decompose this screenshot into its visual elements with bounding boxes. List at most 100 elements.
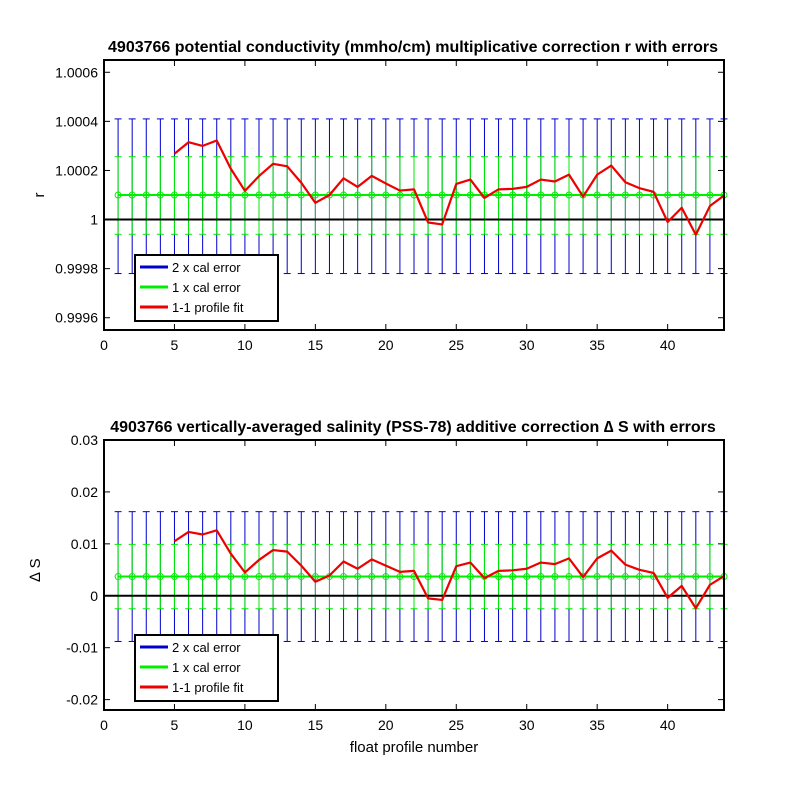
series-1x-marker xyxy=(424,191,432,199)
y-tick-label: 1 xyxy=(90,212,98,228)
series-1x-marker xyxy=(551,191,559,199)
series-1x-marker xyxy=(424,573,432,581)
series-1x-marker xyxy=(635,573,643,581)
series-1x-marker xyxy=(227,573,235,581)
series-1x-marker xyxy=(325,191,333,199)
legend-entry: 2 x cal error xyxy=(172,260,241,275)
plot-area: 0 5 10 15 20 25 30 35 40 -0.02 -0.01 0 0.01 0.02 0.03 2… xyxy=(66,432,728,733)
series-1x-marker xyxy=(199,573,207,581)
series-1x-marker xyxy=(227,191,235,199)
x-tick-label: 10 xyxy=(237,717,253,733)
y-tick-label: -0.02 xyxy=(66,692,98,708)
y-tick-label: 1.0006 xyxy=(55,64,98,80)
legend-entry: 1 x cal error xyxy=(172,280,241,295)
series-1x-marker xyxy=(185,573,193,581)
series-1x-marker xyxy=(621,191,629,199)
series-1x-marker xyxy=(523,573,531,581)
series-1x-marker xyxy=(185,191,193,199)
series-1x-marker xyxy=(156,573,164,581)
series-1x-marker xyxy=(269,191,277,199)
salinity-correction-chart: 4903766 vertically-averaged salinity (PS… xyxy=(27,419,728,756)
x-tick-label: 20 xyxy=(378,717,394,733)
y-tick-label: 1.0002 xyxy=(55,162,98,178)
x-tick-label: 25 xyxy=(448,337,464,353)
x-tick-label: 15 xyxy=(308,337,324,353)
series-1x-marker xyxy=(114,191,122,199)
y-tick-label: 0.9998 xyxy=(55,261,98,277)
series-1x-marker xyxy=(128,573,136,581)
series-1x-marker xyxy=(466,573,474,581)
series-1x-marker xyxy=(241,573,249,581)
series-1x-marker xyxy=(678,191,686,199)
series-1x-marker xyxy=(509,191,517,199)
y-tick-label: 0 xyxy=(90,588,98,604)
plot-area: 0 5 10 15 20 25 30 35 40 0.9996 0.9998 1 1.0002 1.000… xyxy=(55,59,728,353)
y-axis-label: r xyxy=(31,193,48,198)
series-1x-marker xyxy=(706,573,714,581)
series-1x-marker xyxy=(213,573,221,581)
series-1x-marker xyxy=(311,191,319,199)
series-1x-marker xyxy=(452,573,460,581)
axes-box xyxy=(103,439,725,711)
y-tick-label: 1.0004 xyxy=(55,113,98,129)
x-tick-label: 15 xyxy=(308,717,324,733)
series-1x-marker xyxy=(283,573,291,581)
series-1x-marker xyxy=(297,191,305,199)
series-1x-marker xyxy=(269,573,277,581)
series-1x-marker xyxy=(368,191,376,199)
series-1x-marker xyxy=(678,573,686,581)
series-1x-marker xyxy=(593,191,601,199)
series-1x-marker xyxy=(382,191,390,199)
series-1x-marker xyxy=(635,191,643,199)
series-1x-marker xyxy=(706,191,714,199)
series-1x-marker xyxy=(438,191,446,199)
series-1x-marker xyxy=(340,573,348,581)
series-1x-marker xyxy=(579,191,587,199)
series-1x-marker xyxy=(607,573,615,581)
series-1x-marker xyxy=(142,191,150,199)
series-1x-marker xyxy=(368,573,376,581)
x-tick-label: 0 xyxy=(100,717,108,733)
x-tick-label: 10 xyxy=(237,337,253,353)
series-1x-marker xyxy=(692,573,700,581)
series-1x-marker xyxy=(283,191,291,199)
series-1x-marker xyxy=(114,573,122,581)
series-1x-marker xyxy=(354,191,362,199)
x-tick-label: 5 xyxy=(171,337,179,353)
series-1x-marker xyxy=(692,191,700,199)
series-1x-marker xyxy=(170,191,178,199)
legend-entry: 1 x cal error xyxy=(172,660,241,675)
y-tick-label: -0.01 xyxy=(66,640,98,656)
series-1x-marker xyxy=(297,573,305,581)
chart-title: 4903766 potential conductivity (mmho/cm)… xyxy=(108,39,718,56)
series-1x-marker xyxy=(255,191,263,199)
series-1x-marker xyxy=(495,191,503,199)
x-tick-label: 20 xyxy=(378,337,394,353)
series-1x-marker xyxy=(396,191,404,199)
series-1x-marker xyxy=(142,573,150,581)
series-1x-marker xyxy=(495,573,503,581)
series-1x-marker xyxy=(241,191,249,199)
series-1x-marker xyxy=(340,191,348,199)
series-1x-marker xyxy=(621,573,629,581)
x-tick-label: 5 xyxy=(171,717,179,733)
x-tick-label: 35 xyxy=(589,337,605,353)
x-tick-label: 25 xyxy=(448,717,464,733)
series-1x-marker xyxy=(664,191,672,199)
series-1x-marker xyxy=(396,573,404,581)
series-1x-marker xyxy=(128,191,136,199)
axes-box xyxy=(103,59,725,331)
x-tick-label: 40 xyxy=(660,337,676,353)
series-1x-marker xyxy=(170,573,178,581)
series-1x-marker xyxy=(156,191,164,199)
legend: 2 x cal error 1 x cal error 1-1 profile fi… xyxy=(134,254,279,322)
series-1x-marker xyxy=(213,191,221,199)
series-1x-marker xyxy=(354,573,362,581)
y-tick-label: 0.9996 xyxy=(55,310,98,326)
series-1x-marker xyxy=(593,573,601,581)
legend: 2 x cal error 1 x cal error 1-1 profile fi… xyxy=(134,634,279,702)
conductivity-correction-chart: 4903766 potential conductivity (mmho/cm)… xyxy=(31,39,728,353)
x-axis-label: float profile number xyxy=(350,739,478,756)
series-1x-marker xyxy=(551,573,559,581)
y-tick-label: 0.01 xyxy=(71,536,98,552)
